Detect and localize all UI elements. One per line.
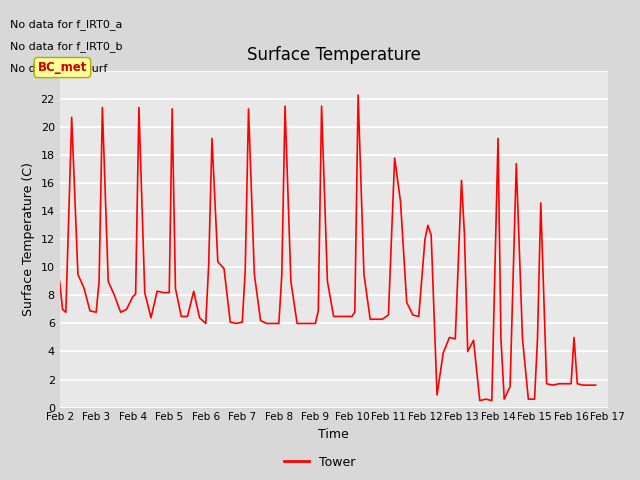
Text: BC_met: BC_met xyxy=(38,61,87,74)
Text: No data for f_IRT0_b: No data for f_IRT0_b xyxy=(10,41,123,52)
Text: No data for f_IRT0_a: No data for f_IRT0_a xyxy=(10,19,123,30)
Title: Surface Temperature: Surface Temperature xyxy=(246,46,420,64)
Legend: Tower: Tower xyxy=(279,451,361,474)
X-axis label: Time: Time xyxy=(318,428,349,441)
Y-axis label: Surface Temperature (C): Surface Temperature (C) xyxy=(22,162,35,316)
Text: No data for f_surf: No data for f_surf xyxy=(10,63,108,74)
